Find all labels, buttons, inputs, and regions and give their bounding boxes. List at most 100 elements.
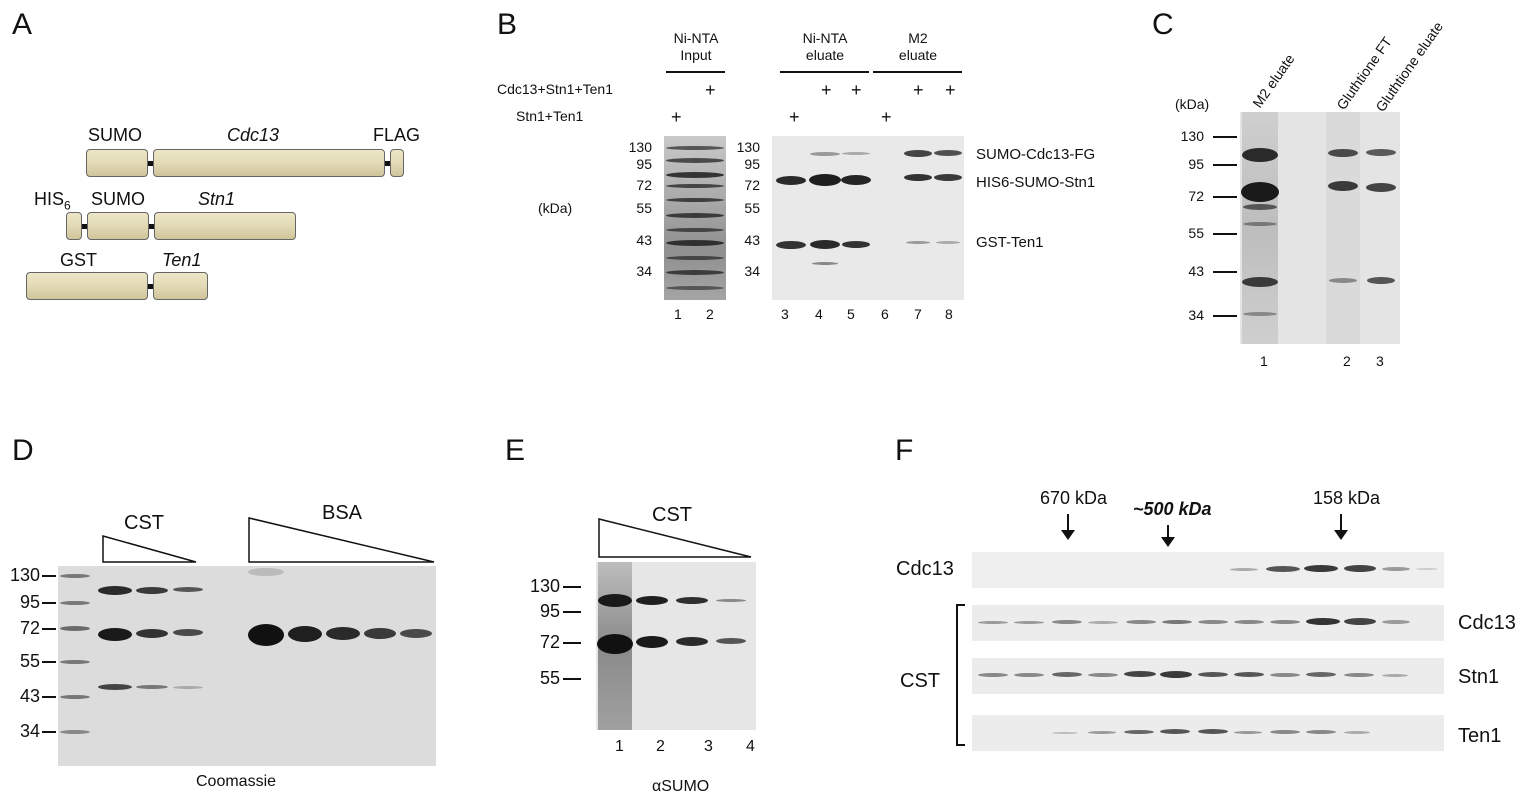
lane-number: 4 [746, 738, 755, 755]
marker-tick [42, 731, 56, 733]
arrow-down-icon [1161, 537, 1175, 547]
marker-label: 43 [636, 232, 652, 248]
plus-sign: + [881, 107, 892, 127]
band-label-sumo-cdc13-fg: SUMO-Cdc13-FG [976, 146, 1096, 163]
lane-number: 5 [847, 306, 855, 322]
marker-158-kda: 158 kDa [1313, 488, 1381, 508]
marker-tick [42, 628, 56, 630]
arrow-shaft [1167, 525, 1169, 541]
plus-sign: + [789, 107, 800, 127]
panel-label-f: F [895, 434, 914, 467]
gel-e [596, 562, 756, 730]
band-label-his6-sumo-stn1: HIS6-SUMO-Stn1 [976, 174, 1096, 191]
lane-number: 6 [881, 306, 889, 322]
arrow-shaft [1067, 514, 1069, 534]
caption-coomassie: Coomassie [196, 773, 277, 790]
marker-label: 43 [19, 686, 40, 706]
row-label-cdc13-free: Cdc13 [896, 558, 954, 580]
row-label-cdc13-stn1-ten1: Cdc13+Stn1+Ten1 [497, 81, 613, 97]
construct-linker [148, 161, 154, 166]
header-ninta-eluate: Ni-NTA eluate [802, 30, 848, 63]
label-gst: GST [60, 250, 98, 270]
marker-label: 55 [636, 200, 652, 216]
construct-stn1-segment [154, 212, 296, 240]
marker-tick [563, 586, 581, 588]
marker-label: 72 [1188, 188, 1204, 204]
marker-label: 72 [744, 177, 760, 193]
construct-cdc13-segment [153, 149, 385, 177]
row-label-cdc13-cst: Cdc13 [1458, 612, 1516, 634]
marker-label: 55 [19, 651, 40, 671]
band-label-gst-ten1: GST-Ten1 [976, 234, 1044, 251]
construct-linker [82, 224, 88, 229]
marker-label: 55 [539, 668, 560, 688]
plus-sign: + [671, 107, 682, 127]
marker-tick [42, 602, 56, 604]
marker-tick [1213, 164, 1237, 166]
gel-c [1240, 112, 1400, 344]
marker-tick [42, 661, 56, 663]
construct-linker [148, 284, 154, 289]
blot-cdc13-free [972, 552, 1444, 588]
kda-label: (kDa) [538, 200, 573, 216]
cst-gradient-triangle [102, 535, 197, 563]
marker-label: 34 [1188, 307, 1204, 323]
label-cst: CST [652, 504, 692, 526]
marker-500-kda: ~500 kDa [1133, 499, 1212, 519]
cst-gradient-triangle [598, 518, 752, 558]
plus-sign: + [913, 80, 924, 100]
marker-label: 34 [744, 263, 760, 279]
label-flag: FLAG [373, 125, 421, 145]
row-label-stn1-ten1: Stn1+Ten1 [516, 108, 584, 124]
gel-b-eluates [772, 136, 964, 300]
plus-sign: + [945, 80, 956, 100]
marker-label: 95 [1188, 156, 1204, 172]
marker-label: 130 [1180, 128, 1204, 144]
blot-cst-stn1 [972, 658, 1444, 694]
construct-ten1-segment [153, 272, 208, 300]
plus-sign: + [705, 80, 716, 100]
label-sumo-cdc13: SUMO [88, 125, 142, 145]
lane-number: 3 [1376, 353, 1384, 369]
marker-label: 55 [1188, 225, 1204, 241]
label-cst: CST [900, 670, 940, 692]
lane-number: 1 [674, 306, 682, 322]
panel-label-b: B [497, 8, 518, 41]
construct-linker [385, 161, 391, 166]
lane-number: 7 [914, 306, 922, 322]
label-cst: CST [124, 512, 164, 534]
construct-sumo-segment [86, 149, 148, 177]
marker-tick [42, 575, 56, 577]
panel-label-c: C [1152, 8, 1174, 41]
lane-number: 1 [1260, 353, 1268, 369]
plus-sign: + [851, 80, 862, 100]
arrow-down-icon [1334, 530, 1348, 540]
header-ninta-input: Ni-NTA Input [673, 30, 719, 63]
blot-cst-ten1 [972, 715, 1444, 751]
gel-b-input [664, 136, 726, 300]
marker-label: 95 [539, 601, 560, 621]
marker-label: 95 [636, 156, 652, 172]
marker-label: 34 [19, 721, 40, 741]
lane-number: 8 [945, 306, 953, 322]
caption-alpha-sumo: αSUMO [652, 778, 710, 795]
marker-tick [1213, 196, 1237, 198]
lane-number: 2 [706, 306, 714, 322]
label-cdc13: Cdc13 [227, 125, 280, 145]
marker-label: 130 [529, 576, 560, 596]
header-bar [873, 71, 962, 73]
label-his6: HIS6 [34, 189, 71, 213]
bsa-gradient-triangle [248, 517, 435, 563]
plus-sign: + [821, 80, 832, 100]
panel-label-a: A [12, 8, 33, 41]
kda-label: (kDa) [1175, 96, 1210, 112]
column-label-m2-eluate: M2 eluate [1249, 51, 1298, 111]
panel-label-d: D [12, 434, 34, 467]
panel-label-e: E [505, 434, 526, 467]
cst-bracket [956, 604, 958, 746]
lane-number: 4 [815, 306, 823, 322]
marker-label: 43 [1188, 263, 1204, 279]
marker-label: 43 [744, 232, 760, 248]
row-label-stn1: Stn1 [1458, 666, 1500, 688]
marker-tick [1213, 136, 1237, 138]
